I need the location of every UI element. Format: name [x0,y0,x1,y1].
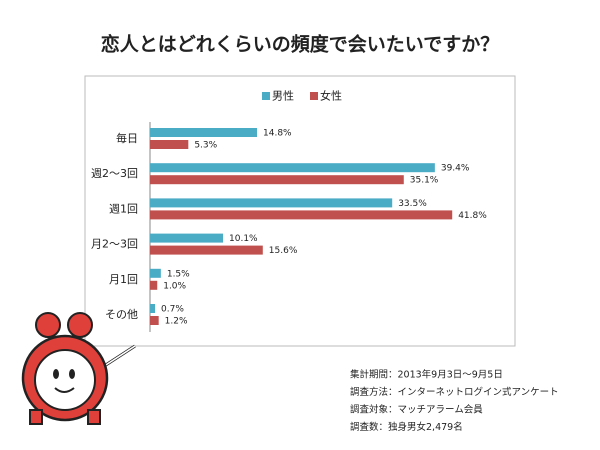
footnote: 調査方法：インターネットログイン式アンケート [350,386,559,398]
bar [150,198,393,208]
bar [150,280,158,290]
footnote: 調査対象：マッチアラーム会員 [350,404,483,416]
value-label: 1.0% [163,281,186,291]
footnote: 集計期間：2013年9月3日～9月5日 [350,369,503,381]
value-label: 1.5% [167,269,190,279]
category-label: 毎日 [116,132,138,145]
category-label: 週1回 [109,202,138,215]
bar [150,233,224,243]
bar [150,316,159,325]
bar [150,140,189,149]
category-label: その他 [105,308,138,321]
bar [150,304,156,313]
footnote: 調査数：独身男女2,479名 [350,421,463,433]
value-label: 33.5% [398,199,427,209]
legend-label: 男性 [272,89,294,103]
chart-title: 恋人とはどれくらいの頻度で会いたいですか？ [101,33,499,56]
bar [150,268,161,278]
value-label: 15.6% [269,246,298,256]
value-label: 10.1% [229,234,258,244]
category-label: 月1回 [109,273,138,286]
category-label: 月2～3回 [91,238,138,251]
legend-swatch [310,92,318,100]
bar [150,175,404,185]
value-label: 0.7% [161,305,184,315]
legend-swatch [262,92,270,100]
value-label: 1.2% [165,317,188,327]
value-label: 14.8% [263,129,292,139]
value-label: 39.4% [441,164,470,174]
legend-label: 女性 [320,89,342,103]
bar [150,128,258,137]
bar [150,163,435,173]
mascot [21,312,136,425]
category-label: 週2～3回 [91,167,138,180]
bar [150,210,453,220]
bar [150,245,263,255]
value-label: 5.3% [194,141,217,151]
value-label: 41.8% [458,211,487,221]
value-label: 35.1% [410,176,439,186]
